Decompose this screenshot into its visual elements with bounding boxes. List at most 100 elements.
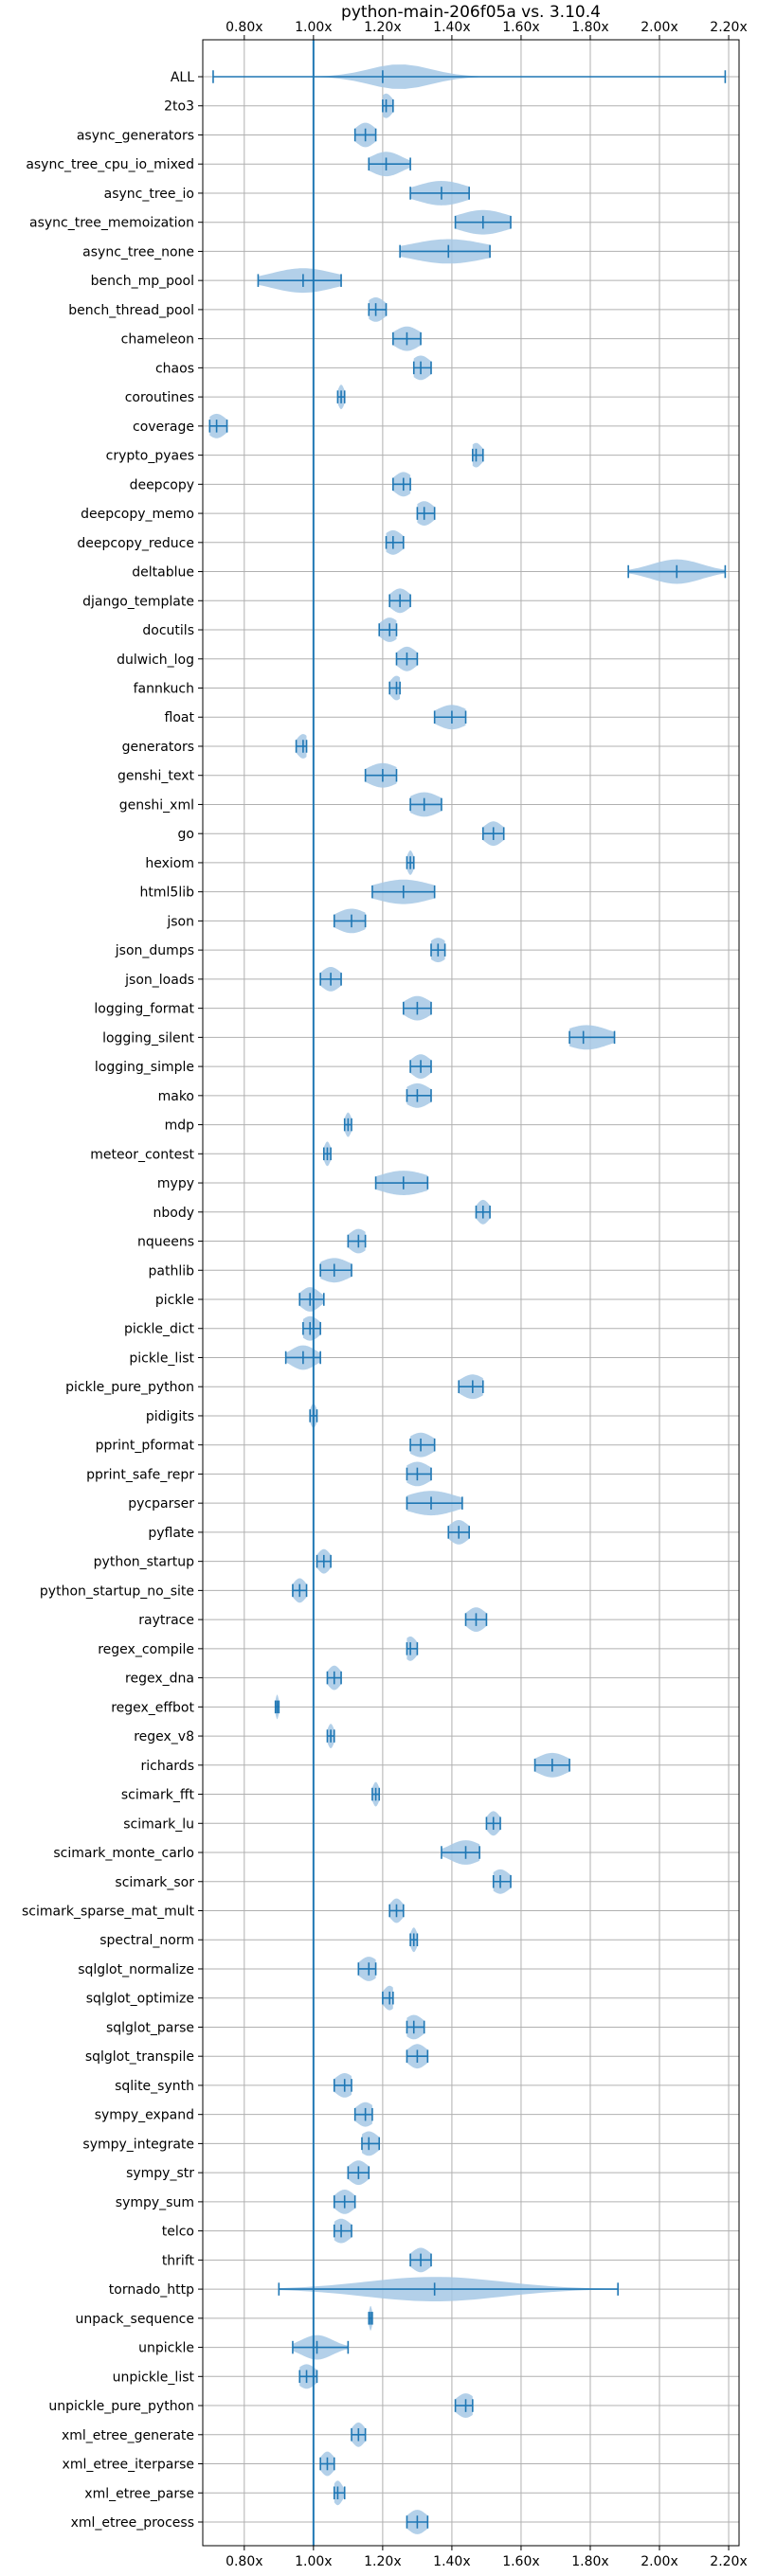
violin-xml_etree_iterparse	[319, 2451, 335, 2477]
violin-sqlglot_optimize	[382, 1985, 394, 2011]
violin-richards	[533, 1752, 570, 1778]
violin-generators	[295, 734, 308, 759]
x-tick-label-top: 1.80x	[571, 20, 608, 35]
violin-deepcopy_memo	[416, 501, 436, 526]
violin-sympy_sum	[333, 2190, 356, 2214]
violin-async_tree_io	[409, 181, 470, 206]
violin-scimark_lu	[485, 1811, 501, 1836]
benchmark-label: sqlglot_transpile	[85, 2049, 194, 2065]
violin-sympy_integrate	[361, 2131, 381, 2156]
violin-scimark_sor	[492, 1869, 512, 1894]
benchmark-label: raytrace	[138, 1613, 194, 1628]
violin-meteor_contest	[323, 1141, 332, 1167]
x-tick-label-bottom: 1.60x	[502, 2554, 539, 2569]
benchmark-label: ALL	[171, 70, 194, 85]
violin-deltablue	[627, 559, 727, 584]
violin-dulwich_log	[395, 646, 419, 671]
benchmark-label: html5lib	[140, 886, 195, 901]
violin-nqueens	[347, 1228, 367, 1254]
benchmark-label: mypy	[157, 1176, 194, 1191]
violin-sqlite_synth	[333, 2073, 352, 2098]
x-tick-label-bottom: 2.00x	[641, 2554, 677, 2569]
x-tick-label-bottom: 1.00x	[295, 2554, 332, 2569]
benchmark-label: chaos	[155, 361, 194, 376]
benchmark-label: sympy_str	[126, 2166, 194, 2181]
violin-chameleon	[392, 326, 422, 351]
violin-coverage	[208, 413, 228, 438]
violin-nbody	[475, 1199, 491, 1225]
benchmark-label: deepcopy	[130, 477, 194, 492]
benchmark-label: deepcopy_memo	[81, 507, 194, 522]
benchmark-label: python_startup_no_site	[40, 1583, 194, 1599]
benchmark-label: crypto_pyaes	[106, 449, 194, 464]
x-tick-label-bottom: 2.20x	[710, 2554, 747, 2569]
violin-html5lib	[371, 879, 436, 904]
violin-hexiom	[406, 850, 415, 875]
benchmark-label: tornado_http	[109, 2282, 194, 2298]
benchmark-label: unpickle	[138, 2341, 194, 2356]
benchmark-label: go	[178, 827, 194, 842]
violin-2to3	[382, 93, 394, 118]
violin-sqlglot_parse	[406, 2014, 425, 2040]
benchmark-label: meteor_contest	[90, 1147, 194, 1162]
plot-frame	[202, 39, 740, 2547]
x-tick-label-top: 0.80x	[226, 20, 262, 35]
violin-scimark_fft	[371, 1781, 381, 1807]
violin-bench_thread_pool	[368, 297, 388, 322]
benchmark-label: async_tree_memoization	[29, 216, 194, 231]
benchmark-label: deltablue	[132, 565, 194, 581]
violin-raytrace	[464, 1607, 488, 1632]
x-tick-label-bottom: 0.80x	[226, 2554, 262, 2569]
benchmark-label: pickle	[155, 1293, 194, 1308]
violin-xml_etree_generate	[351, 2422, 367, 2447]
violin-tornado_http	[278, 2277, 619, 2301]
benchmark-label: json_dumps	[115, 943, 194, 958]
violin-django_template	[388, 588, 411, 614]
benchmark-label: dulwich_log	[117, 653, 194, 668]
violin-async_tree_cpu_io_mixed	[368, 152, 411, 177]
benchmark-label: unpickle_list	[113, 2370, 195, 2385]
benchmark-label: xml_etree_parse	[84, 2486, 194, 2501]
violin-pickle	[298, 1287, 325, 1312]
benchmark-label: scimark_sor	[115, 1875, 194, 1890]
benchmark-label: regex_v8	[134, 1729, 194, 1744]
violin-telco	[333, 2218, 352, 2244]
benchmark-label: mako	[158, 1089, 194, 1104]
benchmark-label: logging_simple	[95, 1060, 194, 1075]
benchmark-label: json_loads	[124, 973, 194, 988]
benchmark-label: sqlite_synth	[115, 2079, 194, 2094]
violin-bench_mp_pool	[257, 268, 342, 294]
violin-go	[481, 821, 505, 847]
benchmark-label: regex_effbot	[111, 1700, 194, 1715]
violin-unpack_sequence	[368, 2305, 373, 2331]
benchmark-label: pickle_list	[129, 1351, 194, 1366]
violin-float	[433, 705, 467, 730]
violin-unpickle	[292, 2334, 350, 2360]
x-tick-label-top: 1.40x	[433, 20, 470, 35]
benchmark-label: async_tree_io	[104, 187, 194, 202]
chart-title: python-main-206f05a vs. 3.10.4	[341, 3, 601, 22]
benchmark-label: regex_compile	[98, 1642, 194, 1657]
benchmark-label: python_startup	[94, 1555, 194, 1570]
benchmark-label: sqlglot_optimize	[86, 1992, 194, 2007]
violin-json_dumps	[430, 938, 446, 963]
benchmark-label: deepcopy_reduce	[77, 536, 194, 551]
violin-logging_silent	[568, 1025, 616, 1050]
violin-chaos	[412, 355, 432, 381]
violin-regex_v8	[326, 1724, 335, 1748]
violin-thrift	[409, 2247, 432, 2273]
benchmark-label: mdp	[165, 1118, 195, 1134]
x-tick-label-bottom: 1.20x	[364, 2554, 401, 2569]
violin-python_startup_no_site	[292, 1578, 308, 1603]
violin-mdp	[343, 1112, 352, 1137]
violin-scimark_monte_carlo	[441, 1840, 480, 1865]
violin-deepcopy_reduce	[385, 529, 405, 555]
violin-pprint_safe_repr	[406, 1461, 432, 1487]
benchmark-label: pidigits	[146, 1409, 194, 1424]
violin-sqlglot_normalize	[357, 1957, 377, 1981]
benchmark-label: sympy_integrate	[82, 2137, 194, 2152]
benchmark-label: scimark_lu	[123, 1816, 194, 1832]
benchmark-label: coroutines	[125, 390, 194, 405]
benchmark-label: coverage	[133, 420, 194, 435]
